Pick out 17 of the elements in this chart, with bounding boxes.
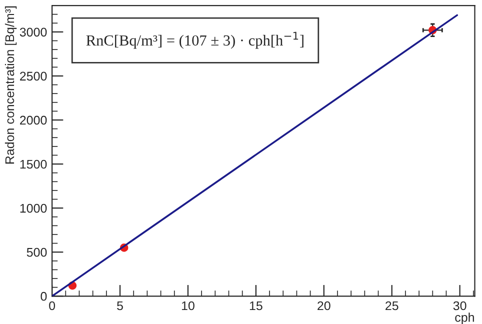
y-axis-title: Radon concentration [Bq/m³] xyxy=(4,6,17,164)
y-tick-label: 0 xyxy=(40,292,47,301)
x-tick-label: 20 xyxy=(318,301,330,310)
x-tick-label: 25 xyxy=(386,301,398,310)
annotation: RnC[Bq/m³] = (107 ± 3) · cph[h$^{−1}$] xyxy=(86,32,304,49)
y-tick-label: 2500 xyxy=(20,72,47,81)
y-tick-label: 2000 xyxy=(20,116,47,125)
x-axis-title: cph xyxy=(455,312,474,324)
y-tick-label: 3000 xyxy=(20,28,47,37)
x-tick-label: 15 xyxy=(250,301,262,310)
x-tick-label: 5 xyxy=(117,301,123,310)
x-tick-label: 10 xyxy=(182,301,194,310)
x-tick-label: 30 xyxy=(453,301,466,310)
y-tick-label: 1500 xyxy=(20,160,47,169)
x-tick-label: 0 xyxy=(49,301,56,310)
y-tick-label: 500 xyxy=(26,248,47,257)
y-tick-label: 1000 xyxy=(20,204,47,213)
